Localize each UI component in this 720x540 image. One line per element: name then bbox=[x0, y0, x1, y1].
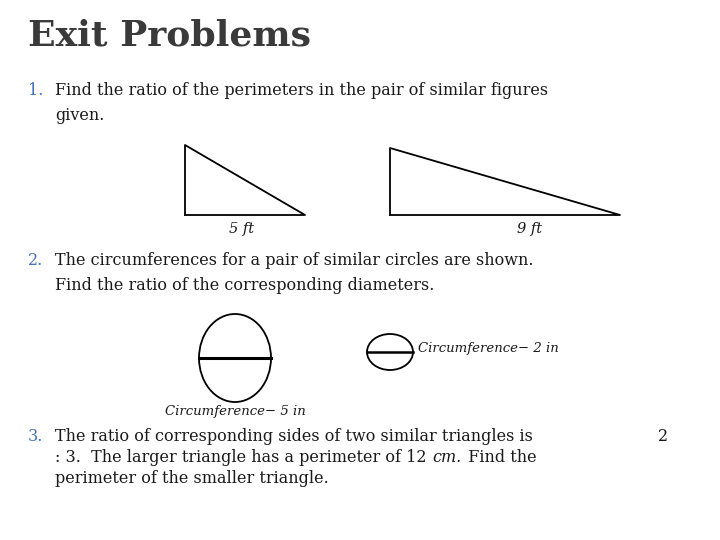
Text: Circumference− 5 in: Circumference− 5 in bbox=[165, 405, 305, 418]
Text: 2.: 2. bbox=[28, 252, 43, 269]
Text: 5 ft: 5 ft bbox=[230, 222, 255, 236]
Text: Exit Problems: Exit Problems bbox=[28, 18, 311, 52]
Text: cm.: cm. bbox=[432, 449, 462, 466]
Text: Find the ratio of the perimeters in the pair of similar figures
given.: Find the ratio of the perimeters in the … bbox=[55, 82, 548, 124]
Text: The ratio of corresponding sides of two similar triangles is: The ratio of corresponding sides of two … bbox=[55, 428, 533, 445]
Text: 9 ft: 9 ft bbox=[518, 222, 543, 236]
Text: 2: 2 bbox=[658, 428, 668, 445]
Text: The circumferences for a pair of similar circles are shown.
Find the ratio of th: The circumferences for a pair of similar… bbox=[55, 252, 534, 294]
Text: Circumference− 2 in: Circumference− 2 in bbox=[418, 342, 559, 355]
Text: : 3.  The larger triangle has a perimeter of 12: : 3. The larger triangle has a perimeter… bbox=[55, 449, 431, 466]
Text: perimeter of the smaller triangle.: perimeter of the smaller triangle. bbox=[55, 470, 329, 487]
Text: 3.: 3. bbox=[28, 428, 43, 445]
Text: Find the: Find the bbox=[458, 449, 536, 466]
Text: 1.: 1. bbox=[28, 82, 43, 99]
